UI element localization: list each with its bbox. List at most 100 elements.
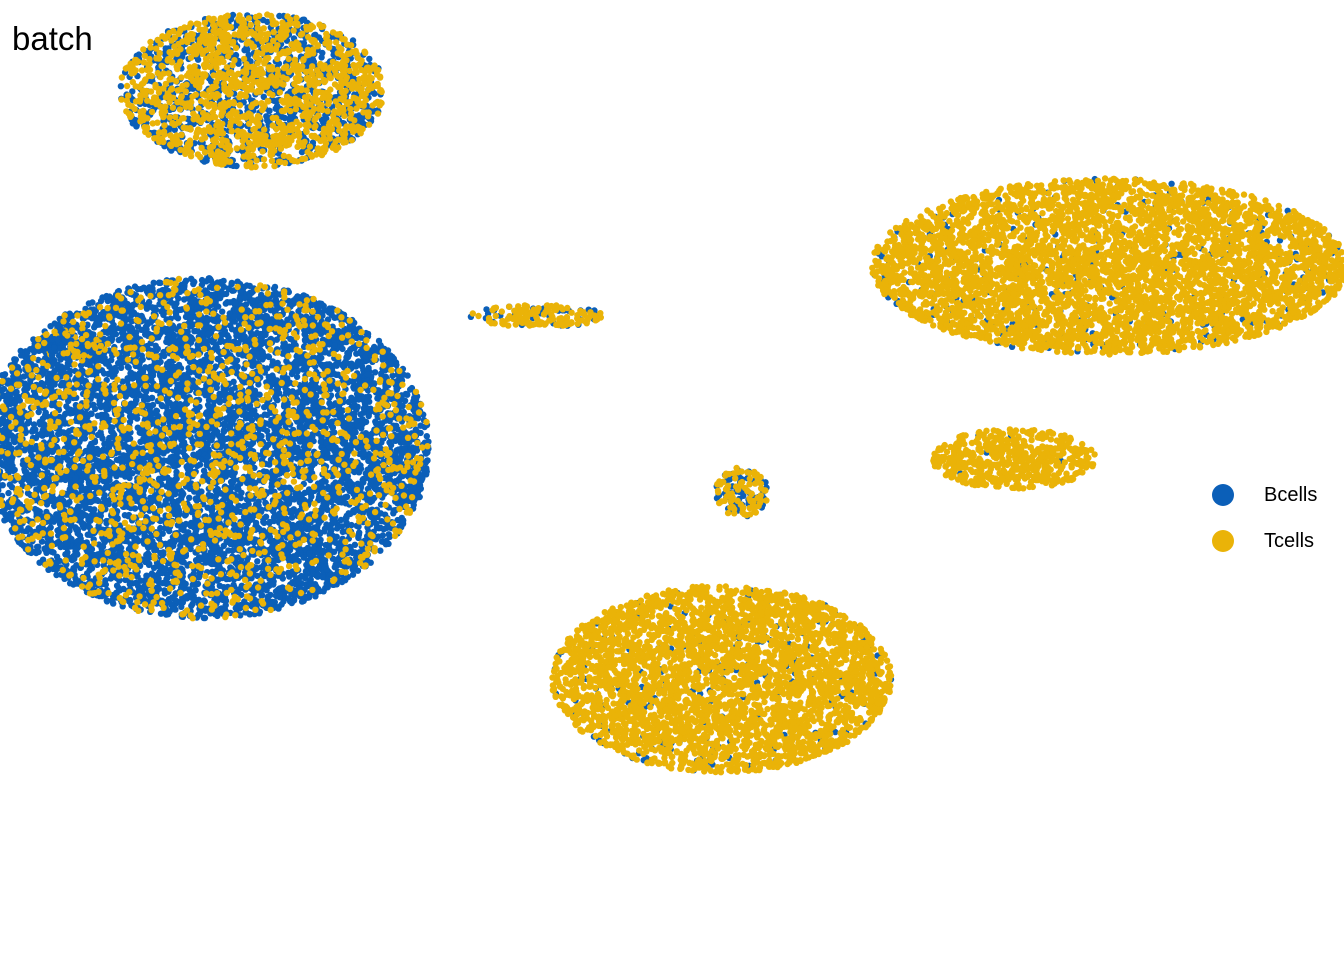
point-tcells [334, 121, 342, 128]
point-tcells [245, 38, 252, 45]
point-bcells [117, 83, 125, 90]
point-tcells [309, 46, 317, 53]
point-tcells [333, 71, 340, 79]
point-tcells [352, 47, 359, 55]
point-tcells [220, 18, 227, 25]
point-tcells [158, 62, 165, 69]
point-bcells [287, 114, 294, 121]
point-tcells [211, 101, 218, 109]
point-tcells [198, 136, 206, 143]
point-tcells [262, 57, 270, 64]
point-tcells [254, 19, 261, 27]
point-tcells [207, 147, 214, 155]
point-tcells [258, 131, 265, 138]
point-tcells [174, 65, 181, 73]
point-tcells [309, 71, 316, 78]
point-tcells [237, 90, 244, 98]
point-tcells [206, 115, 213, 122]
point-tcells [231, 57, 238, 64]
point-tcells [278, 29, 285, 36]
point-tcells [309, 63, 316, 70]
point-tcells [303, 128, 310, 135]
point-tcells [255, 121, 262, 128]
point-tcells [220, 80, 228, 88]
point-tcells [183, 125, 191, 132]
point-tcells [210, 40, 217, 47]
point-tcells [361, 48, 368, 55]
point-tcells [176, 106, 184, 113]
point-tcells [331, 81, 339, 88]
point-tcells [341, 112, 348, 120]
point-tcells [162, 94, 170, 101]
point-tcells [200, 61, 208, 69]
point-tcells [295, 71, 302, 79]
point-tcells [158, 111, 166, 118]
point-tcells [216, 55, 223, 63]
point-tcells [317, 72, 324, 79]
point-tcells [300, 139, 307, 147]
point-tcells [147, 38, 154, 46]
point-tcells [291, 56, 299, 63]
point-tcells [349, 82, 357, 90]
point-tcells [350, 123, 357, 131]
point-bcells [318, 54, 325, 61]
point-tcells [377, 87, 384, 95]
point-tcells [198, 128, 205, 135]
point-tcells [182, 88, 189, 95]
point-bcells [100, 370, 108, 377]
point-tcells [175, 30, 182, 37]
point-tcells [236, 102, 244, 109]
point-tcells [332, 138, 339, 145]
point-tcells [317, 137, 324, 144]
point-tcells [224, 53, 232, 60]
point-tcells [301, 155, 309, 162]
point-tcells [124, 64, 131, 71]
point-tcells [212, 83, 219, 90]
point-tcells [236, 114, 243, 121]
point-tcells [365, 121, 373, 128]
point-tcells [181, 24, 188, 31]
point-tcells [158, 135, 165, 143]
point-tcells [289, 126, 296, 134]
point-tcells [184, 39, 191, 46]
point-tcells [249, 30, 256, 38]
point-tcells [230, 38, 237, 46]
point-tcells [154, 36, 161, 44]
point-bcells [5, 489, 12, 497]
point-tcells [223, 64, 231, 71]
point-tcells [323, 30, 330, 38]
point-tcells [272, 20, 280, 27]
point-tcells [292, 100, 299, 108]
point-tcells [340, 96, 347, 104]
point-bcells [270, 285, 278, 292]
point-tcells [213, 64, 220, 72]
point-tcells [254, 35, 261, 42]
point-tcells [294, 62, 301, 69]
point-tcells [277, 158, 284, 166]
point-tcells [195, 105, 202, 112]
point-tcells [315, 112, 322, 119]
point-tcells [347, 115, 354, 122]
point-tcells [270, 29, 277, 36]
point-tcells [209, 46, 216, 53]
point-tcells [290, 157, 298, 165]
point-tcells [169, 94, 177, 102]
point-tcells [209, 57, 216, 65]
point-tcells [354, 54, 362, 62]
point-tcells [356, 124, 363, 131]
point-tcells [363, 64, 371, 72]
point-tcells [138, 80, 146, 88]
point-tcells [245, 120, 253, 127]
point-tcells [132, 98, 140, 105]
point-tcells [230, 100, 238, 107]
cluster-1 [0, 275, 432, 622]
point-tcells [128, 103, 135, 110]
point-tcells [222, 144, 229, 151]
point-tcells [218, 45, 225, 52]
point-tcells [325, 98, 333, 105]
point-tcells [233, 145, 240, 152]
point-tcells [260, 156, 268, 163]
point-tcells [285, 47, 293, 55]
point-tcells [245, 15, 253, 22]
